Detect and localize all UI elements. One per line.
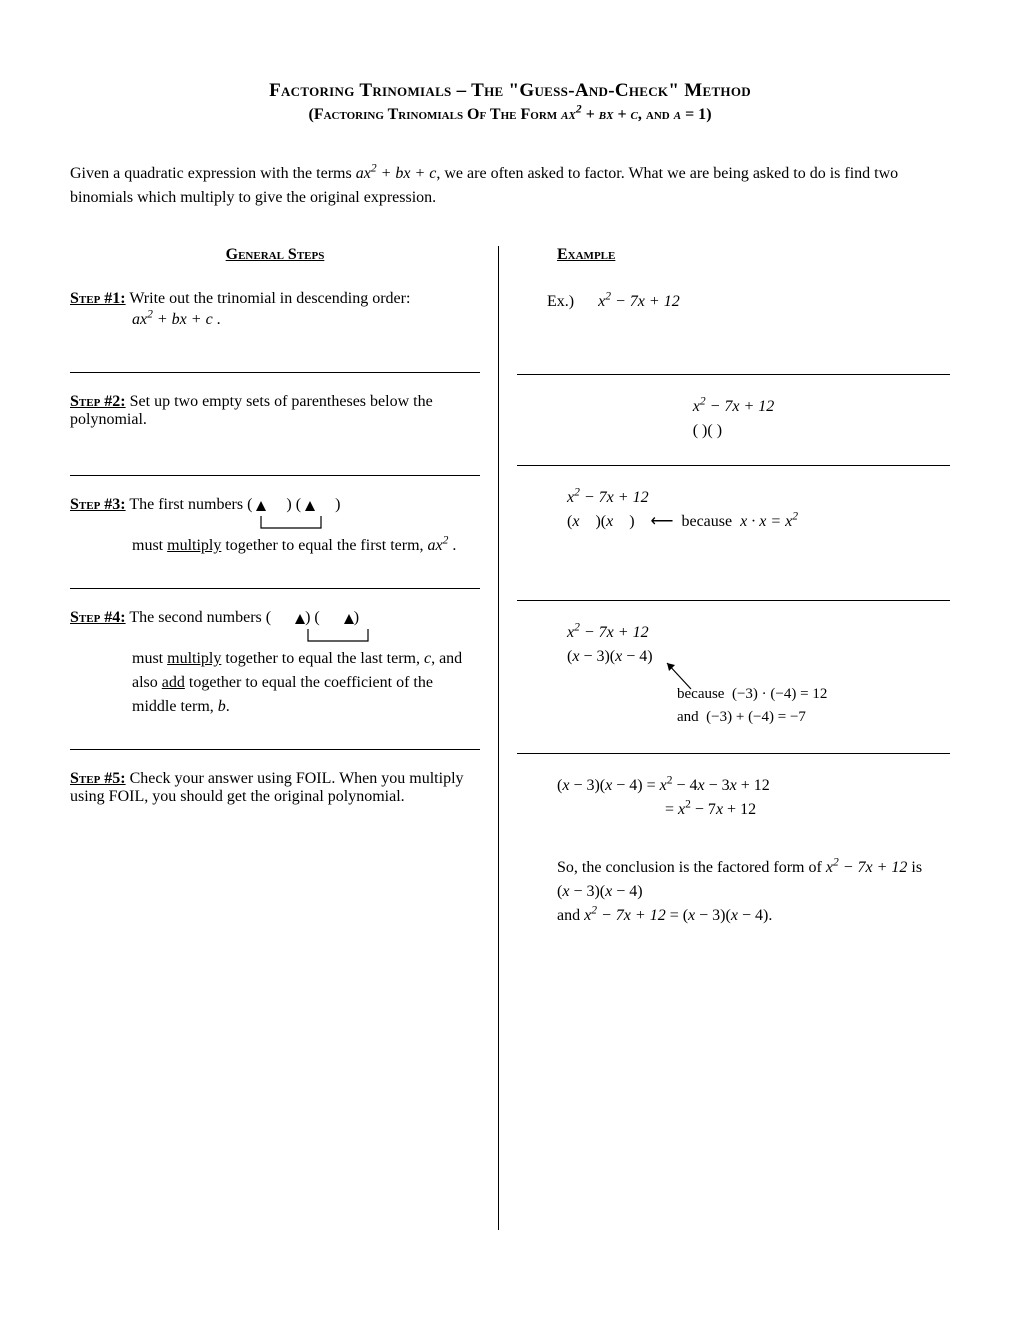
example-4: x2 − 7x + 12 (x − 3)(x − 4) because (−3)… [517, 621, 950, 754]
general-steps-heading: General Steps [70, 246, 480, 264]
two-column-layout: General Steps Step #1: Write out the tri… [70, 246, 950, 1230]
step-4: Step #4: The second numbers ( ) ( ) must… [70, 609, 480, 750]
step-3-text-1: The first numbers [129, 496, 247, 513]
step-4-body: must multiply together to equal the last… [70, 647, 480, 719]
arrow-up-icon [305, 501, 315, 511]
step-2: Step #2: Set up two empty sets of parent… [70, 393, 480, 476]
step-1-body: ax2 + bx + c . [70, 308, 480, 332]
general-steps-column: General Steps Step #1: Write out the tri… [70, 246, 498, 1230]
step-1-label: Step #1: [70, 290, 126, 307]
step-4-u1: multiply [167, 650, 221, 667]
subtitle-mid: , and [638, 106, 674, 123]
because-xx: because x · x = x2 [681, 513, 798, 530]
concl-2: is [911, 859, 922, 876]
step-1-text: Write out the trinomial in descending or… [129, 290, 410, 307]
example-5: (x − 3)(x − 4) = x2 − 4x − 3x + 12 = x2 … [517, 774, 950, 950]
page-title: Factoring Trinomials – The "Guess-And-Ch… [70, 80, 950, 102]
step-4-t6: . [226, 698, 230, 715]
because-block: because (−3) · (−4) = 12 and (−3) + (−4)… [677, 683, 827, 728]
expr-a1: a [674, 106, 681, 123]
example-3: x2 − 7x + 12 (x )(x ) ⟵ because x · x = … [517, 486, 950, 601]
example-column: Example Ex.) x2 − 7x + 12 x2 − 7x + 12 (… [498, 246, 950, 1230]
step-4-t2: must [132, 650, 167, 667]
step-4-b: b [218, 698, 226, 715]
because-mult: because (−3) · (−4) = 12 [677, 686, 827, 702]
step-3-t2: must [132, 537, 167, 554]
example-empty-parens: ( )( ) [693, 422, 722, 439]
step-5-label: Step #5: [70, 770, 126, 787]
subtitle-suffix: ) [706, 106, 711, 123]
step-3-label: Step #3: [70, 496, 126, 513]
step-3: Step #3: The first numbers ( ) ( ) must … [70, 496, 480, 589]
arrow-up-icon [344, 614, 354, 624]
step-4-c: c [424, 650, 431, 667]
step-5: Step #5: Check your answer using FOIL. W… [70, 770, 480, 852]
step-3-paren-diagram: ( ) ( ) [247, 496, 340, 514]
foil-expansion: (x − 3)(x − 4) = x2 − 4x − 3x + 12 = x2 … [557, 774, 950, 822]
expr-standard: ax2 + bx + c [561, 106, 638, 123]
example-trinomial: x2 − 7x + 12 [598, 293, 680, 310]
step-3-t3: together to equal the first term, [221, 537, 427, 554]
example-heading: Example [517, 246, 950, 264]
because-add: and (−3) + (−4) = −7 [677, 709, 806, 725]
intro-text-1: Given a quadratic expression with the te… [70, 165, 356, 182]
connector-line-icon [247, 514, 367, 538]
step-3-u1: multiply [167, 537, 221, 554]
step-4-label: Step #4: [70, 609, 126, 626]
concl-1: So, the conclusion is the factored form … [557, 859, 826, 876]
arrow-up-icon [256, 501, 266, 511]
intro-paragraph: Given a quadratic expression with the te… [70, 162, 950, 210]
concl-3: and [557, 907, 584, 924]
filler-space [517, 970, 950, 1230]
step-5-text: Check your answer using FOIL. When you m… [70, 770, 464, 805]
conclusion: So, the conclusion is the factored form … [557, 856, 950, 928]
connector-line-icon [266, 627, 406, 651]
step-1: Step #1: Write out the trinomial in desc… [70, 290, 480, 373]
page-subtitle: (Factoring Trinomials Of The Form ax2 + … [70, 106, 950, 124]
step-4-u2: add [162, 674, 185, 691]
example-2: x2 − 7x + 12 ( )( ) [517, 395, 950, 466]
step-4-paren-diagram: ( ) ( ) [266, 609, 359, 627]
concl-4: . [768, 907, 772, 924]
example-label: Ex.) [547, 293, 574, 310]
subtitle-prefix: (Factoring Trinomials Of The Form [308, 106, 561, 123]
step-4-t3: together to equal the last term, [221, 650, 424, 667]
step-4-text-1: The second numbers [129, 609, 265, 626]
arrow-up-icon [295, 614, 305, 624]
intro-expr: ax2 + bx + c [356, 165, 437, 182]
step-2-label: Step #2: [70, 393, 126, 410]
example-1: Ex.) x2 − 7x + 12 [517, 290, 950, 375]
